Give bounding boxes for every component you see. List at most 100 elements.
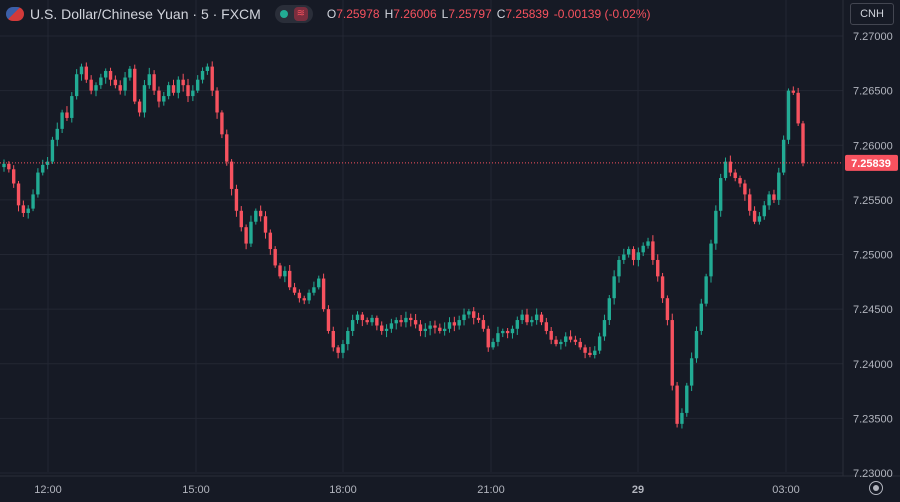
candle [472, 307, 476, 325]
candle-body [99, 77, 103, 86]
candle [278, 262, 282, 279]
candle-body [297, 292, 302, 299]
candle [762, 201, 766, 220]
candle [258, 205, 263, 222]
candle-body [191, 90, 195, 97]
candle [583, 344, 587, 359]
candle [520, 309, 524, 324]
candle [41, 159, 45, 176]
candle [79, 63, 84, 81]
candle-body [11, 169, 16, 184]
candle-body [341, 344, 345, 353]
candle-body [384, 328, 389, 331]
candle [781, 135, 786, 176]
candle-body [670, 320, 674, 386]
price-tick-label: 7.24000 [853, 359, 893, 371]
candle-body [457, 320, 461, 326]
candle-body [588, 352, 592, 356]
candle-body [491, 341, 495, 348]
candle-body [510, 328, 515, 334]
candle-body [16, 183, 21, 206]
candle-body [607, 298, 611, 321]
candle [263, 211, 268, 239]
candle [123, 72, 127, 96]
candle-body [685, 385, 689, 413]
candle [137, 99, 142, 117]
candle-body [617, 259, 621, 277]
candle-body [515, 320, 519, 329]
candle-body [128, 68, 132, 78]
candle [491, 338, 495, 350]
candle [481, 314, 486, 332]
time-tick-label: 21:00 [477, 484, 505, 496]
candle-body [50, 139, 55, 162]
candle [467, 308, 471, 319]
candle-body [728, 161, 733, 173]
time-tick-label: 15:00 [182, 484, 210, 496]
candle-body [215, 90, 219, 113]
candle [84, 62, 89, 83]
candle-body [801, 123, 805, 163]
candle [268, 229, 273, 255]
candle [118, 80, 122, 95]
candle-body [26, 208, 30, 213]
candle [370, 314, 374, 326]
status-pill[interactable]: ≋ [274, 5, 313, 23]
candle-body [336, 347, 340, 353]
symbol-title[interactable]: U.S. Dollar/Chinese Yuan · 5 · FXCM [30, 6, 261, 22]
candle-body [94, 85, 98, 91]
candle [564, 332, 568, 347]
currency-button[interactable]: CNH [850, 3, 894, 25]
candle [728, 155, 733, 177]
candle [26, 205, 30, 219]
candle [685, 382, 689, 417]
candle [772, 189, 776, 204]
candle [699, 298, 704, 335]
candle-body [505, 330, 510, 334]
candle-body [31, 194, 35, 209]
candle [748, 188, 752, 216]
candle [307, 289, 311, 304]
candle-body [45, 161, 50, 165]
candle [103, 68, 108, 84]
time-tick-label: 18:00 [329, 484, 357, 496]
candle-body [554, 339, 558, 345]
candle [602, 314, 607, 341]
candle-body [292, 287, 297, 293]
candle-body [593, 350, 597, 356]
candle-body [225, 134, 229, 162]
candle-body [656, 259, 660, 277]
time-tick-label: 12:00 [34, 484, 62, 496]
candle [777, 167, 781, 205]
candle [186, 78, 190, 103]
candle-body [263, 216, 268, 233]
candle [147, 67, 151, 89]
candle-body [133, 68, 137, 102]
candle [593, 346, 597, 359]
candle [389, 318, 394, 333]
candle [457, 315, 461, 330]
candle [317, 275, 321, 290]
candle-body [108, 70, 113, 80]
candle [133, 64, 137, 105]
candle-body [573, 339, 578, 342]
candle-body [162, 96, 166, 102]
candle-body [103, 70, 108, 78]
candle [326, 305, 331, 334]
candle [380, 321, 384, 335]
candle-body [680, 412, 684, 424]
candle [801, 120, 805, 167]
candle [486, 325, 490, 352]
gear-icon[interactable] [869, 481, 883, 495]
candle-body [689, 358, 694, 386]
candle [128, 65, 132, 81]
candle [718, 173, 723, 217]
candle [568, 330, 573, 343]
candle [767, 191, 771, 210]
candle-body [234, 188, 239, 211]
candle-body [321, 278, 326, 310]
low-value: 7.25797 [448, 7, 492, 21]
candle-body [196, 79, 200, 91]
candle-body [762, 205, 766, 217]
